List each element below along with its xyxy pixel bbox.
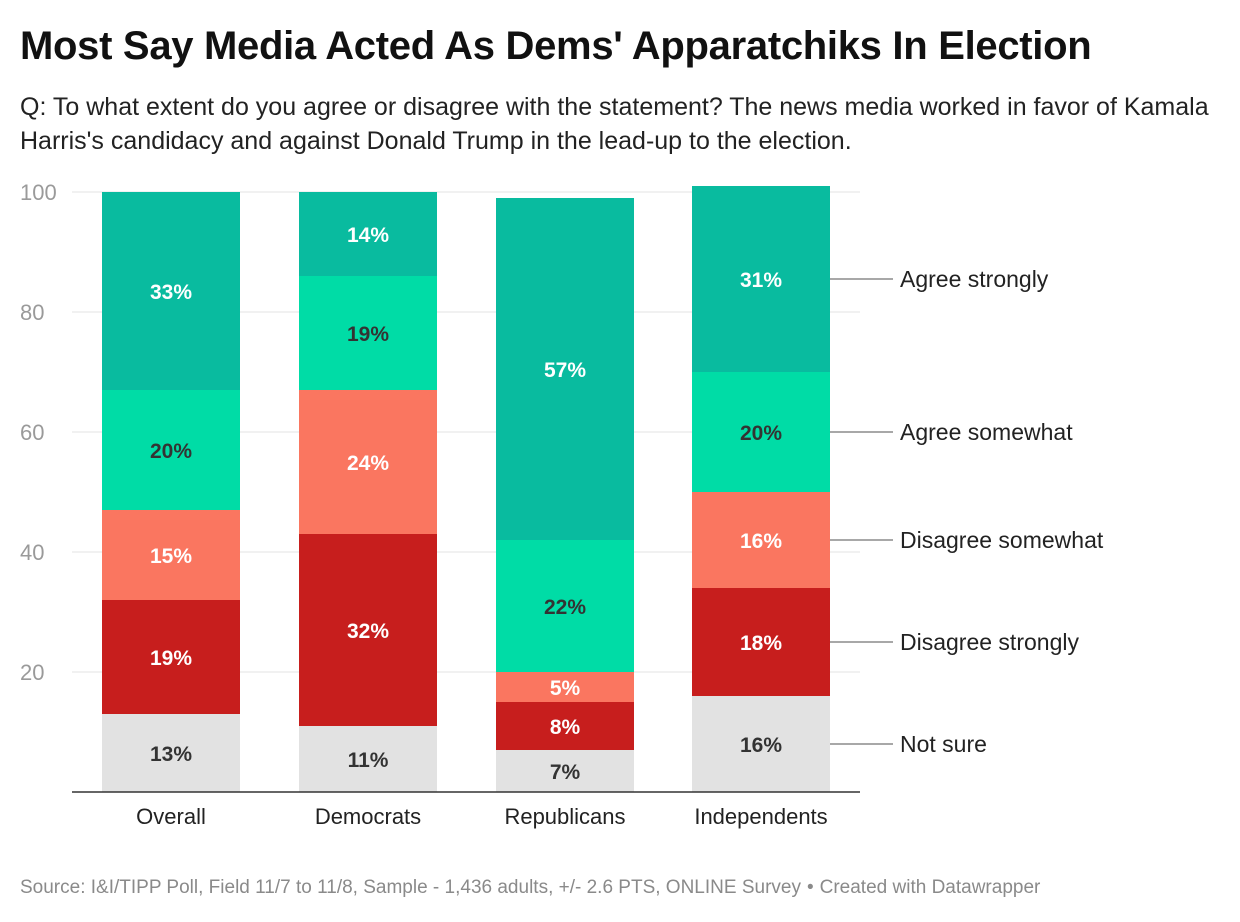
bar-segment [299, 390, 437, 534]
bar-segment [692, 186, 830, 372]
data-label: 22% [544, 596, 586, 619]
source-note: Source: I&I/TIPP Poll, Field 11/7 to 11/… [20, 877, 801, 898]
bar-segment [496, 540, 634, 672]
x-tick-label: Overall [136, 804, 206, 829]
bar-segment [496, 198, 634, 540]
footer: Source: I&I/TIPP Poll, Field 11/7 to 11/… [20, 876, 1220, 900]
data-label: 16% [740, 734, 782, 757]
bar-segment [299, 534, 437, 726]
data-label: 8% [550, 716, 581, 739]
footer-separator: • [806, 877, 814, 898]
data-label: 19% [347, 323, 389, 346]
bar-segment [102, 390, 240, 510]
x-tick-label: Democrats [315, 804, 421, 829]
bar-segment [692, 372, 830, 492]
y-tick-label: 20 [20, 660, 44, 685]
data-label: 14% [347, 224, 389, 247]
bar-segment [496, 672, 634, 702]
data-label: 16% [740, 530, 782, 553]
legend-label: Agree strongly [900, 266, 1049, 292]
data-label: 20% [740, 422, 782, 445]
data-label: 11% [348, 749, 389, 772]
data-label: 33% [150, 281, 192, 304]
bar-segment [102, 600, 240, 714]
data-label: 57% [544, 359, 586, 382]
data-label: 20% [150, 440, 192, 463]
legend-label: Agree somewhat [900, 419, 1073, 445]
bar-segment [496, 702, 634, 750]
data-label: 15% [150, 545, 192, 568]
data-label: 7% [550, 761, 581, 784]
data-label: 24% [347, 452, 389, 475]
data-label: 13% [150, 743, 192, 766]
bar-segment [299, 276, 437, 390]
y-tick-label: 40 [20, 540, 44, 565]
chart-subtitle: Q: To what extent do you agree or disagr… [20, 93, 1209, 155]
y-tick-label: 60 [20, 420, 44, 445]
bar-segment [102, 714, 240, 792]
bar-segment [299, 726, 437, 792]
bar-segment [692, 588, 830, 696]
y-tick-label: 100 [20, 180, 57, 205]
y-tick-label: 80 [20, 300, 44, 325]
data-label: 31% [740, 269, 782, 292]
data-label: 5% [550, 677, 581, 700]
data-label: 18% [740, 632, 782, 655]
bar-segment [299, 192, 437, 276]
data-label: 19% [150, 647, 192, 670]
bar-segment [496, 750, 634, 792]
x-tick-label: Republicans [504, 804, 625, 829]
data-label: 32% [347, 620, 389, 643]
bar-segment [692, 696, 830, 792]
datawrapper-credit[interactable]: Created with Datawrapper [819, 877, 1041, 898]
bar-segment [102, 192, 240, 390]
chart-title: Most Say Media Acted As Dems' Apparatchi… [20, 24, 1092, 68]
legend-label: Disagree strongly [900, 629, 1079, 655]
legend-label: Disagree somewhat [900, 527, 1104, 553]
legend-label: Not sure [900, 731, 987, 757]
x-tick-label: Independents [694, 804, 827, 829]
bar-segment [102, 510, 240, 600]
bar-segment [692, 492, 830, 588]
